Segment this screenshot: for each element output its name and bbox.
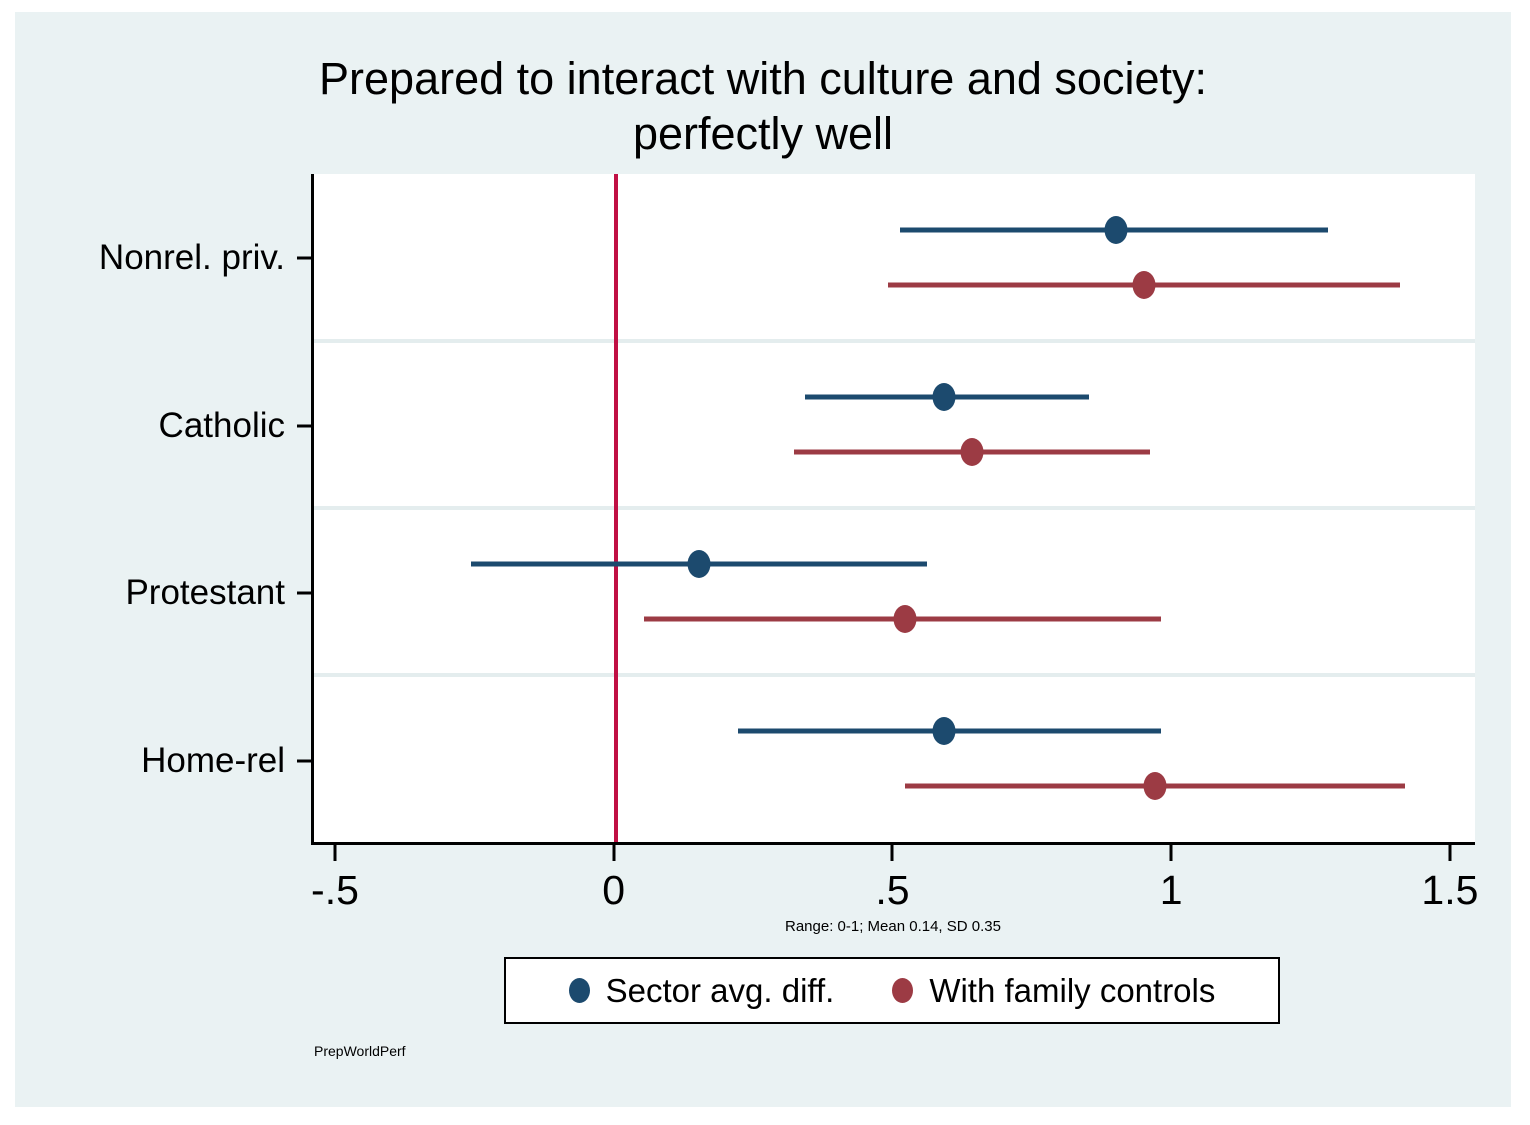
point-estimate-sector-avg-diff [687, 550, 711, 578]
legend-item-with-family-controls: With family controls [892, 972, 1215, 1010]
point-estimate-with-family-controls [893, 605, 917, 633]
x-axis-tick [1169, 845, 1173, 861]
legend-label-with-family-controls: With family controls [929, 971, 1216, 1009]
x-axis: -.5 0 .5 1 1.5 [311, 845, 1479, 955]
point-estimate-sector-avg-diff [932, 383, 956, 411]
point-estimate-with-family-controls [1143, 772, 1167, 800]
point-estimate-with-family-controls [1132, 271, 1156, 299]
y-axis-label: Home-rel [141, 741, 285, 781]
legend: Sector avg. diff. With family controls [504, 957, 1280, 1024]
chart-title-line1: Prepared to interact with culture and so… [319, 53, 1207, 104]
axis-note: Range: 0-1; Mean 0.14, SD 0.35 [785, 918, 1001, 935]
y-axis-tick [297, 256, 311, 260]
y-axis-labels: Nonrel. priv. Catholic Protestant Home-rel [0, 174, 311, 845]
y-axis-tick [297, 424, 311, 428]
zero-reference-line [613, 174, 618, 842]
x-axis-tick-label: .5 [875, 867, 910, 913]
x-axis-tick-label: -.5 [311, 867, 359, 913]
y-axis-tick [297, 591, 311, 595]
category-gridline [314, 673, 1475, 677]
x-axis-tick [1448, 845, 1452, 861]
chart-title: Prepared to interact with culture and so… [15, 52, 1511, 162]
legend-marker-with-family-controls-icon [892, 978, 914, 1003]
y-axis-label: Catholic [158, 405, 285, 445]
y-axis-tick [297, 759, 311, 763]
chart-title-line2: perfectly well [632, 107, 894, 159]
category-gridline [314, 339, 1475, 343]
x-axis-tick-label: 1.5 [1421, 867, 1479, 913]
plot-area [311, 174, 1475, 845]
x-axis-tick [333, 845, 337, 861]
figure-caption: PrepWorldPerf [314, 1043, 406, 1059]
legend-marker-sector-avg-diff-icon [568, 978, 590, 1003]
x-axis-tick-label: 1 [1159, 867, 1183, 913]
x-axis-tick-label: 0 [602, 867, 626, 913]
point-estimate-with-family-controls [960, 438, 984, 466]
x-axis-tick [612, 845, 616, 861]
point-estimate-sector-avg-diff [932, 717, 956, 745]
y-axis-label: Protestant [125, 573, 285, 613]
category-gridline [314, 506, 1475, 510]
y-axis-label: Nonrel. priv. [98, 237, 285, 277]
legend-item-sector-avg-diff: Sector avg. diff. [568, 971, 835, 1010]
legend-label-sector-avg-diff: Sector avg. diff. [605, 971, 835, 1009]
x-axis-tick [890, 845, 894, 861]
point-estimate-sector-avg-diff [1104, 216, 1128, 244]
